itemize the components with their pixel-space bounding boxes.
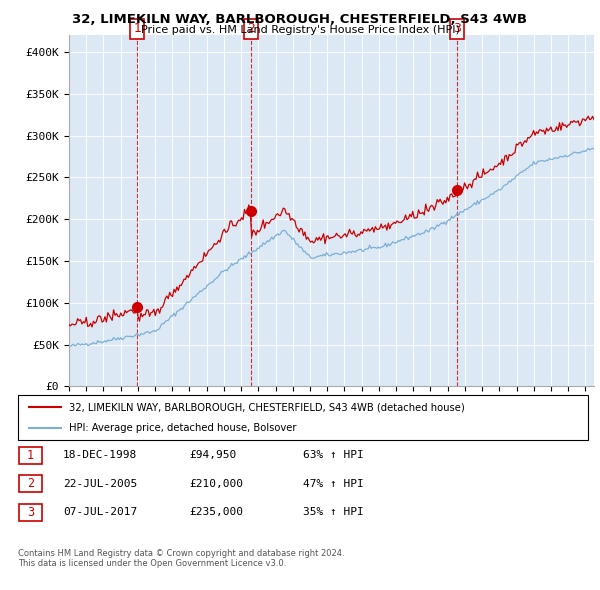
- Text: £235,000: £235,000: [189, 507, 243, 517]
- Text: 47% ↑ HPI: 47% ↑ HPI: [303, 479, 364, 489]
- Text: Price paid vs. HM Land Registry's House Price Index (HPI): Price paid vs. HM Land Registry's House …: [140, 25, 460, 35]
- Text: This data is licensed under the Open Government Licence v3.0.: This data is licensed under the Open Gov…: [18, 559, 286, 568]
- Text: Contains HM Land Registry data © Crown copyright and database right 2024.: Contains HM Land Registry data © Crown c…: [18, 549, 344, 558]
- Text: 1: 1: [27, 449, 34, 462]
- Text: 35% ↑ HPI: 35% ↑ HPI: [303, 507, 364, 517]
- Text: 63% ↑ HPI: 63% ↑ HPI: [303, 451, 364, 460]
- Text: 2: 2: [247, 22, 254, 35]
- Text: 2: 2: [27, 477, 34, 490]
- FancyBboxPatch shape: [18, 395, 588, 440]
- Text: 3: 3: [453, 22, 461, 35]
- Text: 22-JUL-2005: 22-JUL-2005: [63, 479, 137, 489]
- Text: £210,000: £210,000: [189, 479, 243, 489]
- Text: 18-DEC-1998: 18-DEC-1998: [63, 451, 137, 460]
- Text: 07-JUL-2017: 07-JUL-2017: [63, 507, 137, 517]
- Text: 32, LIMEKILN WAY, BARLBOROUGH, CHESTERFIELD, S43 4WB: 32, LIMEKILN WAY, BARLBOROUGH, CHESTERFI…: [73, 13, 527, 26]
- Text: HPI: Average price, detached house, Bolsover: HPI: Average price, detached house, Bols…: [70, 422, 297, 432]
- Text: 3: 3: [27, 506, 34, 519]
- Text: 32, LIMEKILN WAY, BARLBOROUGH, CHESTERFIELD, S43 4WB (detached house): 32, LIMEKILN WAY, BARLBOROUGH, CHESTERFI…: [70, 402, 465, 412]
- Text: 1: 1: [133, 22, 141, 35]
- Text: £94,950: £94,950: [189, 451, 236, 460]
